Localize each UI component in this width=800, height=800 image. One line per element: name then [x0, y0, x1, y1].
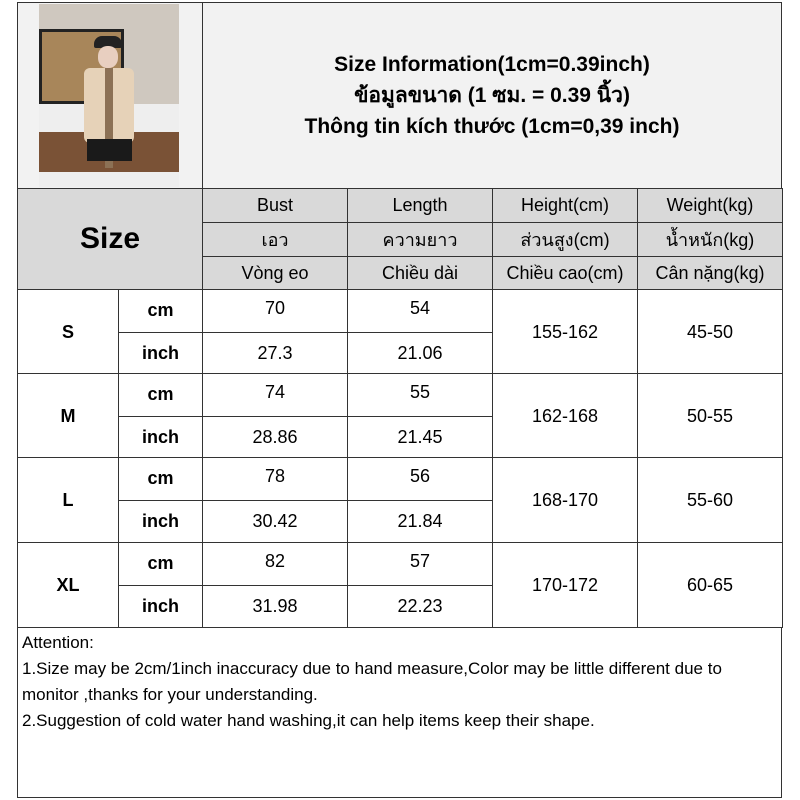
size-header: Size: [17, 188, 203, 290]
unit-cm-label: cm: [118, 457, 203, 501]
notes-line-1: 1.Size may be 2cm/1inch inaccuracy due t…: [22, 659, 727, 704]
length-cm-cell: 57: [347, 542, 493, 586]
product-photo: [39, 4, 179, 187]
column-header-length-th: ความยาว: [347, 222, 493, 257]
column-header-bust-th: เอว: [202, 222, 348, 257]
column-header-weightkg-en: Weight(kg): [637, 188, 783, 223]
column-header-heightcm-vi: Chiều cao(cm): [492, 256, 638, 291]
column-header-bust-en: Bust: [202, 188, 348, 223]
column-header-heightcm-th: ส่วนสูง(cm): [492, 222, 638, 257]
bust-cm-cell: 74: [202, 373, 348, 417]
bust-inch-cell: 30.42: [202, 499, 348, 543]
size-information-title: Size Information(1cm=0.39inch) ข้อมูลขนา…: [202, 2, 782, 189]
column-header-heightcm-en: Height(cm): [492, 188, 638, 223]
attention-notes: Attention: 1.Size may be 2cm/1inch inacc…: [17, 627, 782, 798]
height-cell: 168-170: [492, 457, 638, 543]
height-cell: 162-168: [492, 373, 638, 459]
height-cell: 170-172: [492, 542, 638, 628]
notes-line-2: 2.Suggestion of cold water hand washing,…: [22, 711, 595, 730]
weight-cell: 45-50: [637, 289, 783, 375]
notes-heading: Attention:: [22, 633, 94, 652]
length-cm-cell: 56: [347, 457, 493, 501]
bust-cm-cell: 82: [202, 542, 348, 586]
weight-cell: 60-65: [637, 542, 783, 628]
bust-inch-cell: 31.98: [202, 584, 348, 628]
bust-inch-cell: 28.86: [202, 415, 348, 459]
bust-cm-cell: 78: [202, 457, 348, 501]
unit-cm-label: cm: [118, 542, 203, 586]
size-cell: XL: [17, 542, 119, 628]
size-cell: S: [17, 289, 119, 375]
size-cell: M: [17, 373, 119, 459]
unit-cm-label: cm: [118, 373, 203, 417]
title-vietnamese: Thông tin kích thước (1cm=0,39 inch): [304, 115, 680, 138]
unit-cm-label: cm: [118, 289, 203, 333]
title-english: Size Information(1cm=0.39inch): [334, 53, 650, 76]
bust-cm-cell: 70: [202, 289, 348, 333]
size-cell: L: [17, 457, 119, 543]
title-thai: ข้อมูลขนาด (1 ซม. = 0.39 นิ้ว): [354, 84, 630, 107]
unit-inch-label: inch: [118, 499, 203, 543]
bust-inch-cell: 27.3: [202, 331, 348, 375]
height-cell: 155-162: [492, 289, 638, 375]
length-inch-cell: 21.84: [347, 499, 493, 543]
column-header-weightkg-vi: Cân nặng(kg): [637, 256, 783, 291]
column-header-length-en: Length: [347, 188, 493, 223]
weight-cell: 55-60: [637, 457, 783, 543]
column-header-length-vi: Chiều dài: [347, 256, 493, 291]
length-cm-cell: 54: [347, 289, 493, 333]
unit-inch-label: inch: [118, 415, 203, 459]
length-inch-cell: 21.45: [347, 415, 493, 459]
unit-inch-label: inch: [118, 584, 203, 628]
column-header-bust-vi: Vòng eo: [202, 256, 348, 291]
unit-inch-label: inch: [118, 331, 203, 375]
product-photo-cell: [17, 2, 203, 189]
length-inch-cell: 22.23: [347, 584, 493, 628]
column-header-weightkg-th: น้ำหนัก(kg): [637, 222, 783, 257]
length-inch-cell: 21.06: [347, 331, 493, 375]
length-cm-cell: 55: [347, 373, 493, 417]
weight-cell: 50-55: [637, 373, 783, 459]
